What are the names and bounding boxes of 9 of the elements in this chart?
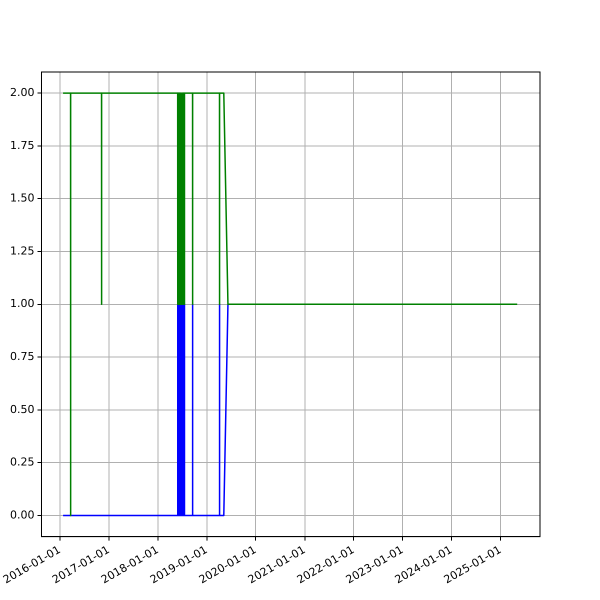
y-tick-label: 2.00 xyxy=(10,86,34,99)
y-tick-label: 1.00 xyxy=(10,297,34,310)
y-tick-label: 0.50 xyxy=(10,402,34,416)
y-tick-label: 0.25 xyxy=(10,456,34,469)
y-tick-label: 1.25 xyxy=(10,244,34,258)
y-tick-label: 0.00 xyxy=(10,508,34,522)
y-tick-label: 1.75 xyxy=(10,138,34,152)
y-tick-label: 1.50 xyxy=(10,192,34,205)
y-tick-label: 0.75 xyxy=(10,350,34,363)
